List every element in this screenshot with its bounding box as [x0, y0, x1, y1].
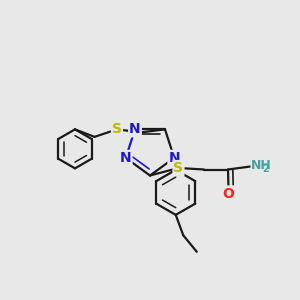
Text: NH: NH: [251, 159, 272, 172]
Text: N: N: [129, 122, 141, 136]
Text: N: N: [168, 151, 180, 165]
Text: S: S: [112, 122, 122, 136]
Text: N: N: [120, 151, 132, 165]
Text: 2: 2: [262, 164, 269, 174]
Text: O: O: [223, 187, 235, 200]
Text: S: S: [173, 161, 184, 175]
